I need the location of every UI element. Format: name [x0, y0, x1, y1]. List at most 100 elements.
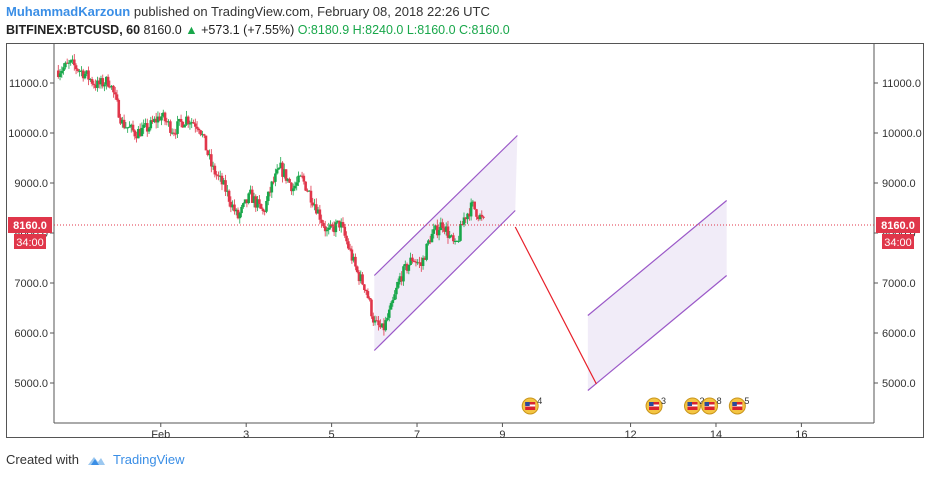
candle-body — [137, 128, 140, 139]
countdown-value-left: 34:00 — [16, 237, 44, 249]
candle-body — [352, 256, 355, 261]
candle-body — [177, 118, 181, 122]
published-text: published on TradingView.com, February 0… — [133, 4, 490, 19]
candle-body — [121, 119, 124, 124]
candle-body — [359, 274, 363, 282]
flag-canton — [704, 402, 710, 406]
candle-body — [72, 59, 76, 66]
x-tick-label: 12 — [624, 429, 636, 438]
candle-body — [275, 169, 279, 174]
candle-body — [277, 168, 281, 170]
candle-body — [425, 243, 428, 260]
candle-body — [258, 199, 261, 205]
candle-body — [163, 112, 167, 122]
event-count-label: 3 — [661, 396, 666, 406]
candle-body — [243, 199, 247, 204]
candle-body — [190, 122, 194, 124]
price-chart[interactable]: 11000.0 11000.0 10000.0 10000.0 9000.0 9000.0… — [6, 43, 924, 438]
candle-body — [297, 175, 300, 183]
candle-body — [338, 220, 341, 228]
candle-body — [398, 276, 402, 282]
candle-body — [105, 76, 108, 85]
candle-body — [478, 214, 482, 220]
candle-body — [290, 182, 293, 192]
x-tick-label: 7 — [414, 429, 420, 438]
candle-body — [343, 226, 347, 236]
flag-white-stripe — [687, 404, 698, 407]
candle-body — [135, 136, 138, 139]
candle-body — [366, 291, 370, 299]
candle-body — [459, 224, 462, 241]
candle-body — [234, 209, 238, 212]
current-channel-upper-line[interactable] — [373, 135, 518, 276]
candle-body — [471, 201, 475, 203]
projected-channel-upper-line[interactable] — [587, 200, 728, 316]
candle-body — [256, 199, 259, 208]
candle-body — [279, 162, 283, 169]
candle-body — [62, 67, 65, 71]
candle-body — [170, 132, 174, 134]
candle-body — [453, 241, 457, 243]
candle-body — [416, 262, 420, 264]
candle-body — [233, 204, 236, 212]
candle-body — [441, 222, 444, 229]
candle-body — [436, 225, 439, 236]
candle-body — [414, 261, 418, 263]
candle-body — [192, 122, 195, 124]
candle-body — [217, 175, 220, 177]
candle-body — [315, 204, 318, 214]
candle-body — [405, 263, 409, 271]
candle-body — [250, 189, 254, 203]
candle-body — [92, 83, 96, 85]
candle-body — [204, 135, 208, 151]
candle-body — [227, 190, 231, 202]
candle-body — [218, 175, 222, 177]
y-tick-label-left: 9000.0 — [14, 178, 48, 190]
flag-canton — [687, 402, 692, 406]
tradingview-link[interactable]: TradingView — [112, 452, 185, 467]
candle-body — [389, 303, 393, 310]
publish-header: MuhammadKarzoun published on TradingView… — [6, 3, 490, 21]
candle-body — [183, 124, 186, 128]
candle-body — [466, 213, 469, 220]
candle-body — [101, 78, 105, 87]
candle-body — [322, 222, 325, 227]
current-channel-lower-line[interactable] — [373, 210, 516, 351]
author-name[interactable]: MuhammadKarzoun — [6, 4, 131, 19]
candle-body — [265, 201, 268, 212]
candle-body — [313, 204, 316, 206]
candle-body — [473, 201, 476, 210]
ohlc-open: O:8180.9 — [297, 23, 350, 37]
countdown-tag-left — [14, 234, 46, 249]
candle-body — [455, 240, 459, 242]
candle-body — [181, 121, 185, 128]
candle-body — [259, 204, 263, 209]
y-tick-label-right: 10000.0 — [882, 128, 922, 140]
candle-body — [167, 121, 170, 123]
candle-body — [375, 320, 379, 322]
projected-channel-lower-line[interactable] — [587, 275, 728, 391]
candle-body — [450, 235, 453, 237]
y-tick-label-right: 9000.0 — [882, 178, 916, 190]
candle-body — [403, 263, 407, 267]
candle-body — [199, 130, 202, 135]
target-trend-line[interactable] — [514, 226, 597, 385]
candle-body — [71, 59, 74, 61]
candle-body — [252, 196, 256, 203]
candle-body — [147, 128, 151, 132]
candle-body — [396, 281, 400, 288]
candle-body — [309, 190, 313, 203]
candle-body — [387, 309, 391, 318]
candle-body — [307, 190, 311, 192]
candle-body — [320, 219, 323, 223]
candle-body — [268, 191, 272, 193]
x-tick-label: 16 — [795, 429, 807, 438]
candle-body — [186, 116, 190, 124]
candle-body — [298, 175, 302, 177]
candle-body — [323, 226, 327, 232]
candle-body — [448, 235, 452, 238]
candle-body — [444, 226, 448, 232]
candle-body — [476, 216, 480, 220]
candle-body — [395, 287, 398, 295]
candle-body — [78, 70, 81, 72]
